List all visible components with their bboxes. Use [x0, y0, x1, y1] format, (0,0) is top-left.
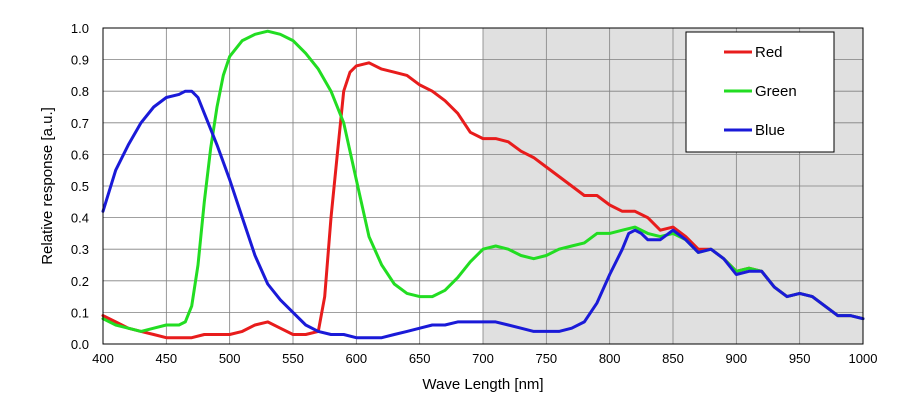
y-tick-label: 0.6	[71, 147, 89, 162]
x-tick-label: 700	[472, 351, 494, 366]
x-tick-label: 650	[409, 351, 431, 366]
x-tick-label: 550	[282, 351, 304, 366]
plot-frame	[102, 27, 864, 345]
x-tick-label: 500	[219, 351, 241, 366]
legend: Red Green Blue	[685, 31, 835, 153]
y-tick-label: 0.8	[71, 84, 89, 99]
x-tick-label: 1000	[849, 351, 878, 366]
x-tick-label: 850	[662, 351, 684, 366]
y-tick-label: 0.9	[71, 53, 89, 68]
legend-label-red: Red	[755, 44, 783, 61]
x-tick-label: 800	[599, 351, 621, 366]
y-tick-label: 0.5	[71, 179, 89, 194]
x-axis-label: Wave Length [nm]	[422, 376, 543, 393]
series-line-blue	[101, 89, 865, 340]
series-layer	[101, 29, 865, 340]
y-tick-label: 0.0	[71, 337, 89, 352]
y-tick-label: 0.4	[71, 211, 89, 226]
x-tick-label: 400	[92, 351, 114, 366]
legend-label-green: Green	[755, 83, 797, 100]
x-tick-label: 600	[345, 351, 367, 366]
y-tick-label: 0.1	[71, 305, 89, 320]
x-tick-label: 750	[535, 351, 557, 366]
y-tick-label: 0.7	[71, 116, 89, 131]
y-tick-label: 1.0	[71, 21, 89, 36]
legend-label-blue: Blue	[755, 122, 785, 139]
x-tick-label: 450	[155, 351, 177, 366]
legend-box	[685, 31, 835, 153]
y-tick-label: 0.3	[71, 242, 89, 257]
x-tick-label: 950	[789, 351, 811, 366]
y-axis-label: Relative response [a.u.]	[39, 107, 56, 265]
tick-label-layer: 400 450 500 550 600 650 700 750 800 850 900 950 1000…	[71, 21, 878, 366]
x-tick-label: 900	[725, 351, 747, 366]
y-tick-label: 0.2	[71, 274, 89, 289]
